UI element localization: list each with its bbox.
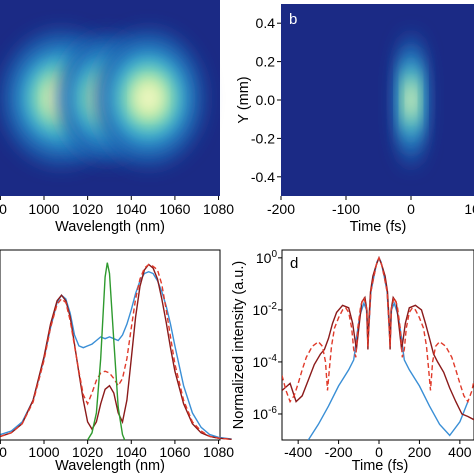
panel-d-y-tick-label: 10-4 [253,353,278,370]
panel-d-x-axis-label: Time (fs) [352,458,409,474]
panel-d-x-tick-label: 400 [448,444,472,460]
panel-d-y-axis-label: Normalized intensity (a.u.) [231,261,247,429]
panel-c-x-tick-label: 0 [0,444,7,460]
panel-d-x-ticks: -400 -200 0 200 400 [284,440,472,460]
panel-a-x-tick-label: 1040 [116,201,147,217]
panel-a-x-tick-label: 0 [0,201,7,217]
panel-d-y-tick-label: 100 [256,249,278,266]
panel-a-x-tick-label: 1080 [203,201,234,217]
panel-a-x-tick-label: 1020 [72,201,103,217]
panel-b-y-tick-label: 0.2 [256,54,276,70]
panel-b-y-tick-label: -0.2 [251,130,275,146]
panel-a: 0 1000 1020 1040 1060 1080 Wavelength (nm) [0,0,234,235]
panel-d-x-tick-label: -200 [325,444,353,460]
panel-b-heatmap-spots [394,33,428,167]
panel-b-x-tick-label: -100 [332,201,360,217]
panel-c-x-tick-label: 1040 [116,444,147,460]
panel-c-series-line-3 [87,262,126,441]
panel-c-x-tick-label: 1020 [72,444,103,460]
panel-c-x-tick-label: 1080 [203,444,234,460]
heatmap-spot-spotsB-0-4 [407,87,415,113]
panel-b-background [281,4,474,196]
panel-b-y-tick-label: 0.4 [256,15,276,31]
panel-d-series-line-2 [282,256,474,404]
panel-c-series-line-1 [0,263,232,440]
panel-c-x-axis-label: Wavelength (nm) [55,458,165,474]
panel-c-x-ticks: 0 1000 1020 1040 1060 1080 [0,440,234,460]
panel-b-y-axis-label: Y (mm) [236,76,252,123]
panel-d-lines [282,255,474,440]
heatmap-spot-spotsA-2-4 [137,84,160,112]
panel-d-x-tick-label: -400 [284,444,312,460]
panel-c: 0 1000 1020 1040 1060 1080 Wavelength (nm) [0,249,234,474]
panel-a-x-tick-label: 1060 [159,201,190,217]
panel-b: b -200 -100 0 100 0.4 0.2 0.0 -0.2 -0.4 Time (f… [236,4,474,235]
panel-a-heatmap-spots [1,30,204,166]
panel-a-x-tick-label: 1000 [28,201,59,217]
panel-d: d -400 -200 0 200 400 100 10-2 10-4 10-6 Time (… [231,249,474,474]
panel-b-y-tick-label: -0.4 [251,169,275,185]
panel-d-frame [281,249,474,441]
panel-c-x-tick-label: 1060 [159,444,190,460]
panel-b-x-ticks: -200 -100 0 100 [267,196,474,217]
panel-d-y-tick-label: 10-2 [253,301,278,318]
panel-b-x-tick-label: -200 [267,201,295,217]
panel-d-y-ticks: 100 10-2 10-4 10-6 [253,249,282,422]
panel-a-x-axis-label: Wavelength (nm) [55,219,165,235]
panel-d-x-tick-label: 0 [375,444,383,460]
panel-b-y-tick-label: 0.0 [256,92,276,108]
panel-b-x-tick-label: 100 [464,201,474,217]
panel-c-lines [0,262,232,441]
panel-b-y-ticks: 0.4 0.2 0.0 -0.2 -0.4 [251,15,281,185]
panel-b-x-tick-label: 0 [407,201,415,217]
panel-c-x-tick-label: 1000 [28,444,59,460]
panel-b-x-axis-label: Time (fs) [350,219,407,235]
panel-d-y-tick-label: 10-6 [253,405,278,422]
panel-d-label: d [290,255,298,272]
panel-d-x-tick-label: 200 [408,444,432,460]
panel-a-x-ticks: 0 1000 1020 1040 1060 1080 [0,196,234,217]
panel-b-label: b [289,11,297,28]
